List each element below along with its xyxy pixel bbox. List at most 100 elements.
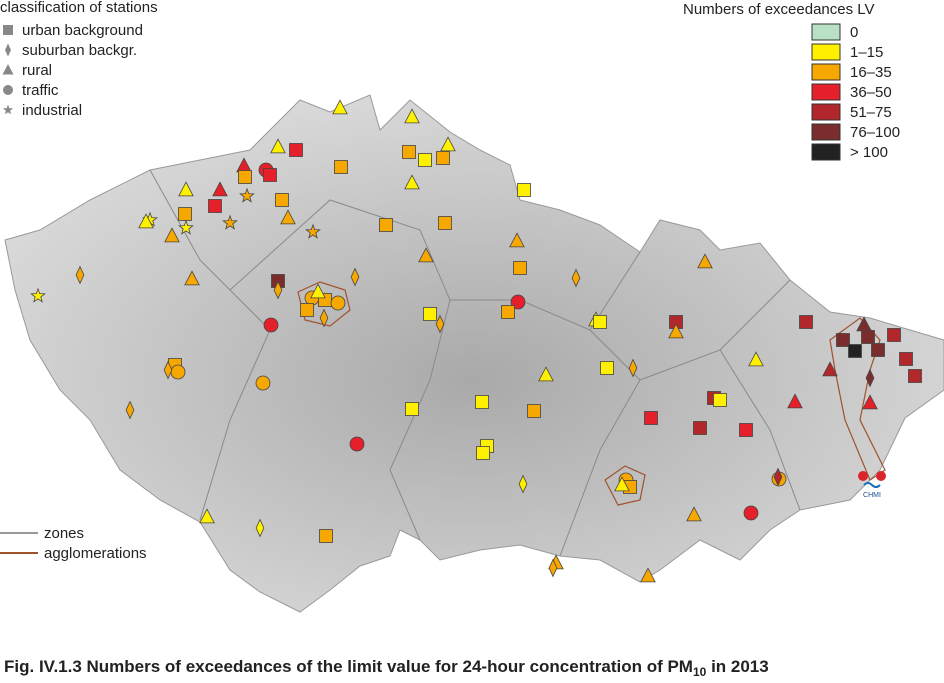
class-swatch — [811, 63, 841, 81]
suburban-marker — [350, 267, 360, 287]
rural-marker — [822, 361, 838, 377]
rural-marker — [184, 270, 200, 286]
traffic-marker — [263, 317, 279, 333]
traffic-marker — [743, 505, 759, 521]
suburban-marker — [75, 265, 85, 285]
urban-background-marker — [3, 25, 13, 35]
urban-background-marker — [848, 344, 862, 358]
urban-background-marker — [600, 361, 614, 375]
class-swatch — [811, 123, 841, 141]
urban-background-marker — [402, 145, 416, 159]
rural-marker — [164, 227, 180, 243]
stations — [30, 99, 922, 583]
suburban-marker — [548, 558, 558, 578]
rural-marker — [614, 476, 630, 492]
agglomerations-label: agglomerations — [44, 545, 147, 562]
urban-background-marker — [908, 369, 922, 383]
urban-background-marker — [475, 395, 489, 409]
suburban-marker — [125, 400, 135, 420]
urban-background-marker — [527, 404, 541, 418]
rural-marker — [509, 232, 525, 248]
class-label: 51–75 — [850, 104, 892, 121]
urban-background-marker — [644, 411, 658, 425]
suburban-marker — [773, 467, 783, 487]
urban-background-marker — [476, 446, 490, 460]
urban-background-marker — [334, 160, 348, 174]
suburban-marker — [435, 314, 445, 334]
rural-marker — [440, 136, 456, 152]
rural-marker — [138, 213, 154, 229]
rural-marker — [404, 108, 420, 124]
urban-background-marker — [436, 151, 450, 165]
rural-marker — [178, 181, 194, 197]
class-swatch — [811, 23, 841, 41]
rural-marker — [686, 506, 702, 522]
suburban-marker — [5, 43, 11, 57]
urban-background-marker — [289, 143, 303, 157]
rural-marker — [640, 567, 656, 583]
class-label: 16–35 — [850, 64, 892, 81]
chmi-logo: CHMI — [858, 471, 886, 499]
urban-background-marker — [871, 343, 885, 357]
urban-background-marker — [836, 333, 850, 347]
country-outline — [4, 94, 944, 613]
urban-background-marker — [178, 207, 192, 221]
class-label: > 100 — [850, 144, 888, 161]
rural-marker — [280, 209, 296, 225]
urban-background-marker — [418, 153, 432, 167]
urban-background-marker — [319, 529, 333, 543]
urban-background-marker — [208, 199, 222, 213]
urban-background-marker — [799, 315, 813, 329]
urban-background-marker — [517, 183, 531, 197]
rural-marker — [418, 247, 434, 263]
class-swatch — [811, 43, 841, 61]
rural-marker — [748, 351, 764, 367]
caption-text: Fig. IV.1.3 Numbers of exceedances of th… — [4, 657, 693, 676]
traffic-marker — [3, 85, 13, 95]
exceedance-legend-title: Numbers of exceedances LV — [683, 1, 875, 18]
rural-marker — [697, 253, 713, 269]
industrial-marker — [2, 104, 14, 115]
station-legend-label: suburban backgr. — [22, 42, 137, 59]
urban-background-marker — [501, 305, 515, 319]
rural-marker — [310, 283, 326, 299]
caption: Fig. IV.1.3 Numbers of exceedances of th… — [4, 657, 769, 678]
class-swatch — [811, 103, 841, 121]
rural-marker — [332, 99, 348, 115]
traffic-marker — [349, 436, 365, 452]
urban-background-marker — [423, 307, 437, 321]
urban-background-marker — [300, 303, 314, 317]
industrial-marker — [222, 214, 238, 230]
class-label: 1–15 — [850, 44, 883, 61]
urban-background-marker — [275, 193, 289, 207]
zone-lines — [149, 169, 801, 557]
urban-background-marker — [593, 315, 607, 329]
rural-marker — [787, 393, 803, 409]
urban-background-marker — [739, 423, 753, 437]
rural-marker — [668, 323, 684, 339]
urban-background-marker — [405, 402, 419, 416]
rural-marker — [2, 64, 14, 75]
urban-background-marker — [263, 168, 277, 182]
class-label: 76–100 — [850, 124, 900, 141]
class-label: 36–50 — [850, 84, 892, 101]
urban-background-marker — [379, 218, 393, 232]
industrial-marker — [305, 223, 321, 239]
industrial-marker — [178, 219, 194, 235]
urban-background-marker — [438, 216, 452, 230]
urban-background-marker — [693, 421, 707, 435]
suburban-marker — [865, 368, 875, 388]
urban-background-marker — [899, 352, 913, 366]
rural-marker — [270, 138, 286, 154]
suburban-marker — [571, 268, 581, 288]
urban-background-marker — [887, 328, 901, 342]
rural-marker — [212, 181, 228, 197]
caption-subscript: 10 — [693, 665, 707, 678]
rural-marker — [199, 508, 215, 524]
suburban-marker — [628, 358, 638, 378]
urban-background-marker — [513, 261, 527, 275]
rural-marker — [538, 366, 554, 382]
station-legend-label: rural — [22, 62, 52, 79]
station-legend-title: classification of stations — [0, 0, 158, 16]
